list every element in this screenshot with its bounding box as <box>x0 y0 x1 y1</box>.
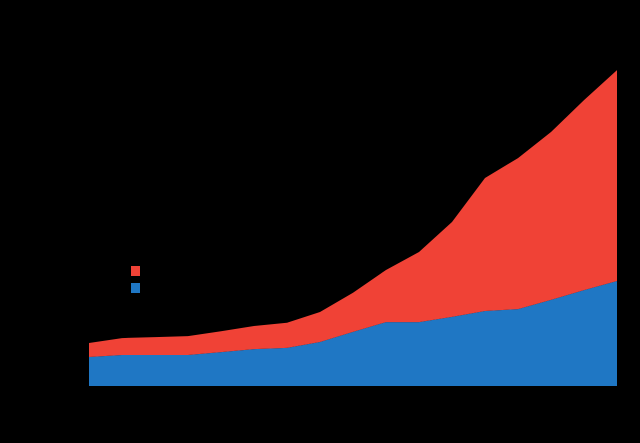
area <box>89 70 617 357</box>
area <box>89 281 617 386</box>
legend-swatch <box>131 283 140 293</box>
legend-swatch <box>131 266 140 276</box>
